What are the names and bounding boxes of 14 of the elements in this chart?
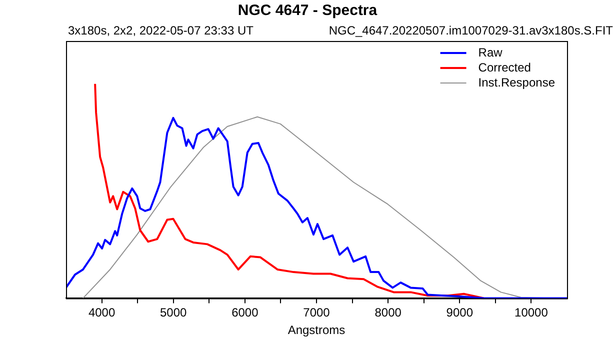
x-axis-title: Angstroms: [288, 323, 346, 338]
legend-label: Inst.Response: [478, 75, 556, 90]
x-tick-label: 9000: [446, 306, 474, 320]
text: NGC_4647.20220507.im1007029-31.av3x180s.S.FIT: [328, 23, 614, 38]
chart-subtitle: 3x180s, 2x2, 2022-05-07 23:33 UT: [68, 23, 254, 38]
x-tick-label: 5000: [160, 306, 188, 320]
x-tick-label: 6000: [232, 306, 259, 320]
legend-label: Raw: [478, 45, 503, 60]
x-tick-label: 10000: [514, 306, 548, 320]
chart-title: NGC 4647 - Spectra: [238, 2, 378, 20]
legend-label: Corrected: [478, 60, 531, 74]
x-tick-label: 7000: [303, 306, 330, 320]
x-tick-label: 8000: [374, 306, 402, 320]
x-tick-label: 4000: [88, 306, 116, 320]
